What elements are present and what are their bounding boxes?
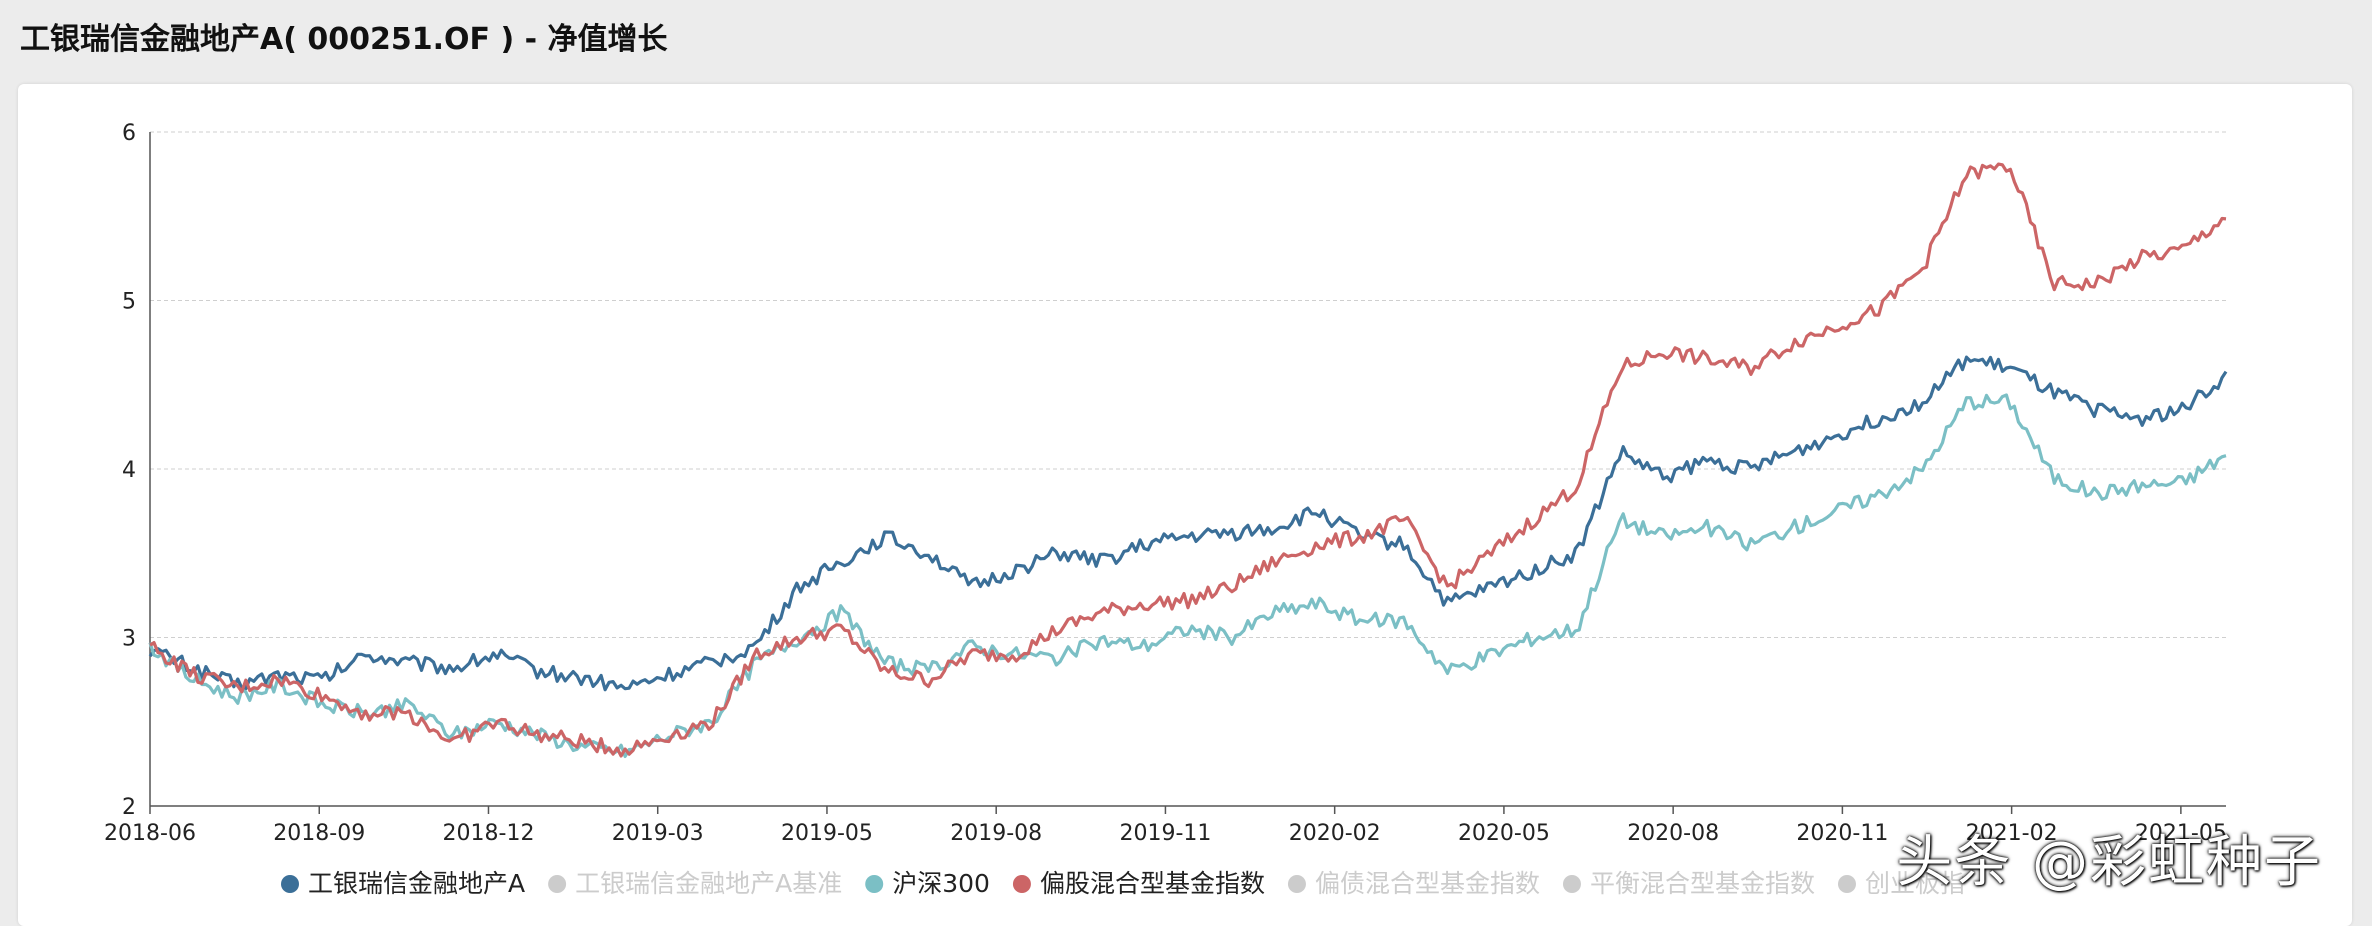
legend-marker	[548, 875, 567, 893]
legend-item-5[interactable]: 平衡混合型基金指数	[1562, 869, 1815, 898]
y-tick-label: 3	[122, 627, 136, 652]
legend-label: 工银瑞信金融地产A	[308, 869, 525, 898]
x-tick-label: 2018-06	[104, 821, 196, 846]
x-tick-label: 2020-05	[1458, 821, 1550, 846]
x-tick-label: 2019-11	[1119, 821, 1211, 846]
x-tick-label: 2020-02	[1289, 821, 1381, 846]
legend-item-0[interactable]: 工银瑞信金融地产A	[281, 869, 525, 898]
y-tick-label: 4	[122, 458, 136, 483]
x-tick-label: 2020-08	[1627, 821, 1719, 846]
legend-marker	[865, 875, 884, 893]
legend-marker	[281, 875, 299, 893]
legend-marker	[1562, 875, 1581, 893]
series-line-2	[148, 393, 2227, 759]
legend-label: 沪深300	[892, 869, 990, 898]
page-title: 工银瑞信金融地产A( 000251.OF ) - 净值增长	[20, 22, 668, 57]
x-tick-label: 2019-03	[612, 821, 704, 846]
x-tick-label: 2018-12	[443, 821, 535, 846]
chart-card: 2 3 4 5 6 2018-06 2018-09 2018-12 2019-03 2019-05…	[18, 84, 2352, 926]
x-tick-label: 2019-05	[781, 821, 873, 846]
x-tick-label: 2019-08	[950, 821, 1042, 846]
watermark-text: 头条 @彩虹种子	[1896, 830, 2322, 895]
legend-marker	[1837, 875, 1856, 893]
y-tick-label: 6	[122, 121, 136, 146]
legend-marker	[1012, 875, 1031, 893]
series-line-0	[148, 355, 2228, 692]
legend-label: 平衡混合型基金指数	[1590, 869, 1815, 898]
y-tick-label: 5	[122, 290, 136, 315]
legend-item-2[interactable]: 沪深300	[865, 869, 990, 898]
legend-label: 偏债混合型基金指数	[1315, 869, 1540, 898]
legend-label: 工银瑞信金融地产A基准	[575, 869, 842, 898]
x-tick-label: 2018-09	[273, 821, 365, 846]
line-chart: 2 3 4 5 6 2018-06 2018-09 2018-12 2019-03 2019-05…	[104, 121, 2228, 898]
legend-item-3[interactable]: 偏股混合型基金指数	[1012, 869, 1265, 898]
legend-item-1[interactable]: 工银瑞信金融地产A基准	[548, 869, 842, 898]
legend-marker	[1287, 875, 1306, 893]
legend-label: 偏股混合型基金指数	[1040, 869, 1265, 898]
legend-item-6[interactable]: 创业板指	[1837, 869, 1965, 898]
legend-label: 创业板指	[1865, 869, 1965, 898]
legend-item-4[interactable]: 偏债混合型基金指数	[1287, 869, 1540, 898]
x-tick-label: 2020-11	[1796, 821, 1888, 846]
series-line-3	[149, 162, 2227, 758]
x-tick-label: 2021-02	[1966, 821, 2058, 846]
x-tick-label: 2021-05	[2135, 821, 2227, 846]
y-tick-label: 2	[122, 795, 136, 820]
